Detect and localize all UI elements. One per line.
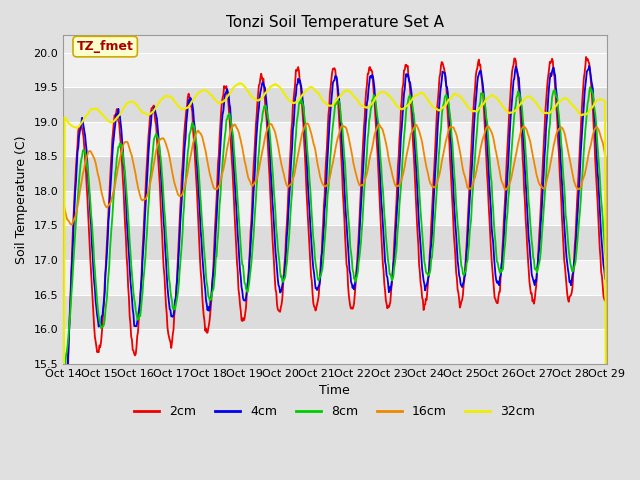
Bar: [63, 295, 607, 329]
Title: Tonzi Soil Temperature Set A: Tonzi Soil Temperature Set A: [226, 15, 444, 30]
X-axis label: Time: Time: [319, 384, 350, 397]
Bar: [63, 329, 607, 364]
Bar: [63, 87, 607, 122]
Y-axis label: Soil Temperature (C): Soil Temperature (C): [15, 135, 28, 264]
Bar: [63, 53, 607, 87]
Bar: [63, 226, 607, 260]
Bar: [63, 156, 607, 191]
Bar: [63, 122, 607, 156]
Text: TZ_fmet: TZ_fmet: [77, 40, 134, 53]
Bar: [63, 191, 607, 226]
Legend: 2cm, 4cm, 8cm, 16cm, 32cm: 2cm, 4cm, 8cm, 16cm, 32cm: [129, 400, 540, 423]
Bar: [63, 260, 607, 295]
